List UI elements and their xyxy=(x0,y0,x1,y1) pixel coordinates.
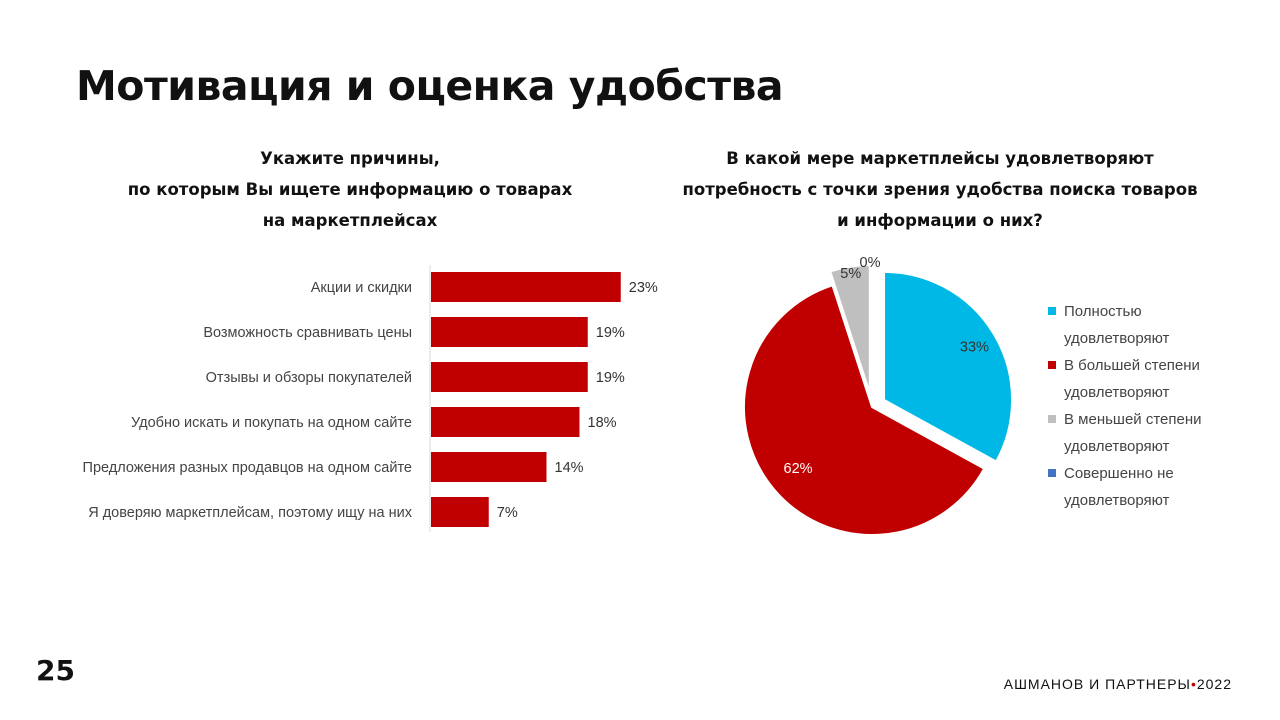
pie-slice xyxy=(828,264,871,394)
bar-category-label: Предложения разных продавцов на одном са… xyxy=(83,460,412,476)
bar xyxy=(431,362,588,392)
bar-category-label: Удобно искать и покупать на одном сайте xyxy=(131,415,412,431)
brand-name: АШМАНОВ И ПАРТНЕРЫ xyxy=(1003,676,1191,692)
bar-chart: Акции и скидки 23% Возможность сравнивать … xyxy=(83,265,658,532)
legend-swatch xyxy=(1048,469,1056,477)
bar xyxy=(431,317,588,347)
legend-label: удовлетворяют xyxy=(1064,384,1170,401)
legend-label: удовлетворяют xyxy=(1064,492,1170,509)
bar xyxy=(431,407,580,437)
bar-value-label: 19% xyxy=(596,325,625,341)
pie-chart-title: В какой мере маркетплейсы удовлетворяют … xyxy=(670,143,1210,236)
bar-value-label: 19% xyxy=(596,370,625,386)
bar-value-label: 23% xyxy=(629,280,658,296)
pie-value-label: 62% xyxy=(784,461,813,477)
bar-category-label: Я доверяю маркетплейсам, поэтому ищу на … xyxy=(88,505,413,521)
bar xyxy=(431,272,621,302)
legend-item: В меньшей степени удовлетворяют xyxy=(1048,406,1248,460)
legend-label: удовлетворяют xyxy=(1064,438,1170,455)
bar xyxy=(431,452,547,482)
legend-item: Полностью удовлетворяют xyxy=(1048,298,1248,352)
legend-item: В большей степени удовлетворяют xyxy=(1048,352,1248,406)
bar-chart-title: Укажите причины, по которым Вы ищете инф… xyxy=(90,143,610,236)
legend-label: В большей степени xyxy=(1064,357,1200,374)
legend-swatch xyxy=(1048,361,1056,369)
bar-category-label: Отзывы и обзоры покупателей xyxy=(206,370,412,386)
pie-chart-title-line: потребность с точки зрения удобства поис… xyxy=(682,180,1198,199)
legend-item: Совершенно не удовлетворяют xyxy=(1048,460,1248,514)
page-number: 25 xyxy=(36,654,75,687)
bar-value-label: 7% xyxy=(497,505,518,521)
bar-category-label: Возможность сравнивать цены xyxy=(203,325,412,341)
pie-legend: Полностью удовлетворяют В большей степен… xyxy=(1048,298,1248,514)
bar-chart-title-line: по которым Вы ищете информацию о товарах xyxy=(127,180,573,199)
legend-swatch xyxy=(1048,415,1056,423)
bar-value-label: 18% xyxy=(588,415,617,431)
brand-dot: • xyxy=(1190,676,1197,692)
pie-slice xyxy=(743,284,986,536)
legend-label: В меньшей степени xyxy=(1064,411,1202,428)
brand-year: 2022 xyxy=(1196,676,1232,692)
pie-value-label: 5% xyxy=(840,266,861,282)
pie-slice xyxy=(883,270,1014,463)
pie-chart-title-line: В какой мере маркетплейсы удовлетворяют xyxy=(726,149,1154,168)
pie-value-label: 33% xyxy=(960,339,989,355)
bar-chart-title-line: Укажите причины, xyxy=(260,149,440,168)
bar-category-label: Акции и скидки xyxy=(311,280,412,296)
pie-chart-title-line: и информации о них? xyxy=(837,211,1043,230)
slide-title: Мотивация и оценка удобства xyxy=(76,62,784,110)
legend-label: Совершенно не xyxy=(1064,465,1174,482)
legend-label: удовлетворяют xyxy=(1064,330,1170,347)
brand-footer: АШМАНОВ И ПАРТНЕРЫ•2022 xyxy=(1004,676,1232,692)
legend-swatch xyxy=(1048,307,1056,315)
bar xyxy=(431,497,489,527)
legend-label: Полностью xyxy=(1064,303,1142,320)
bar-value-label: 14% xyxy=(555,460,584,476)
pie-chart: 33% 62% 5%0% xyxy=(743,255,1014,536)
bar-chart-title-line: на маркетплейсах xyxy=(262,211,438,230)
pie-value-label: 0% xyxy=(860,255,881,271)
